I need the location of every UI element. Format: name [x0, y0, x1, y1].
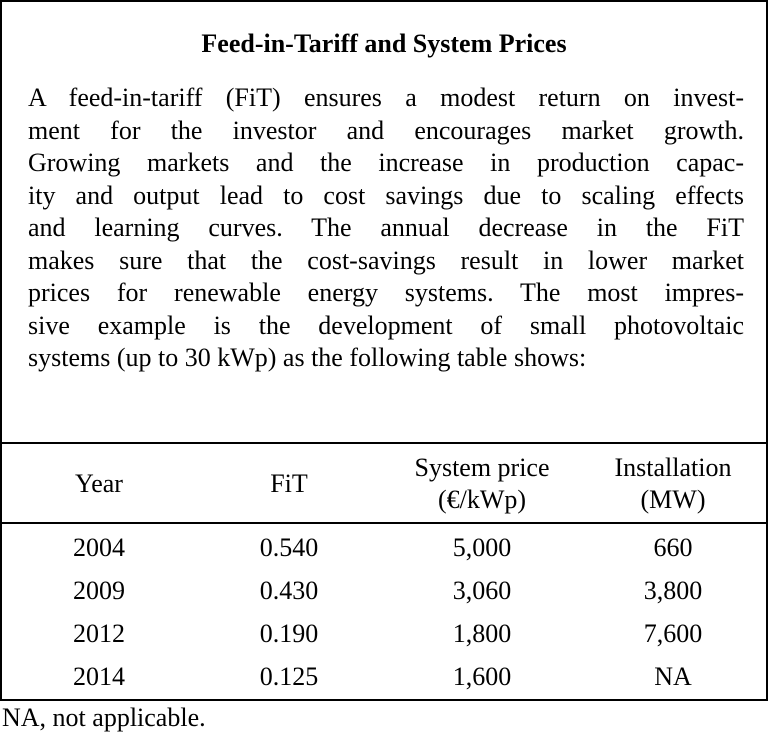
feed-in-tariff-box: Feed-in-Tariff and System Prices A feed-… [0, 0, 768, 701]
paragraph-line: and learning curves. The annual decrease… [28, 213, 744, 242]
paragraph-line: systems (up to 30 kWp) as the following … [28, 343, 587, 372]
row-fit: 0.190 [259, 619, 319, 648]
row-year: 2004 [73, 533, 125, 562]
table-top-rule [2, 442, 766, 444]
row-fit: 0.540 [259, 533, 319, 562]
row-system-price: 1,600 [452, 662, 512, 691]
paragraph-line: ity and output lead to cost savings due … [28, 180, 744, 210]
header-installation-line1: Installation [614, 453, 732, 482]
row-installation: NA [654, 662, 692, 691]
row-installation: 3,800 [643, 576, 703, 605]
header-system-price-line2: (€/kWp) [437, 485, 527, 514]
paragraph-line: prices for renewable energy systems. The… [28, 278, 744, 307]
paragraph-line: ment for the investor and encourages mar… [28, 115, 744, 145]
row-system-price: 3,060 [452, 576, 512, 605]
footnote: NA, not applicable. [2, 703, 206, 732]
paragraph-line: Growing markets and the increase in prod… [28, 148, 744, 177]
box-title: Feed-in-Tariff and System Prices [201, 29, 567, 58]
paragraph-line: sive example is the development of small… [28, 310, 744, 340]
row-year: 2009 [73, 576, 125, 605]
row-year: 2012 [73, 619, 125, 648]
row-system-price: 5,000 [452, 533, 512, 562]
header-system-price: System price (€/kWp) [384, 452, 580, 516]
header-fit: FiT [270, 469, 308, 498]
paragraph-line: A feed-in-tariff (FiT) ensures a modest … [28, 83, 744, 112]
header-installation-line2: (MW) [640, 485, 706, 514]
table-header-rule [2, 522, 766, 524]
row-year: 2014 [73, 662, 125, 691]
paragraph-line: makes sure that the cost-savings result … [28, 245, 744, 275]
header-installation: Installation (MW) [580, 452, 766, 516]
header-system-price-line1: System price [414, 453, 550, 482]
row-installation: 7,600 [643, 619, 703, 648]
row-fit: 0.125 [259, 662, 319, 691]
row-system-price: 1,800 [452, 619, 512, 648]
header-year: Year [75, 469, 123, 498]
row-installation: 660 [653, 533, 693, 562]
description-paragraph: A feed-in-tariff (FiT) ensures a modest … [28, 82, 744, 375]
row-fit: 0.430 [259, 576, 319, 605]
